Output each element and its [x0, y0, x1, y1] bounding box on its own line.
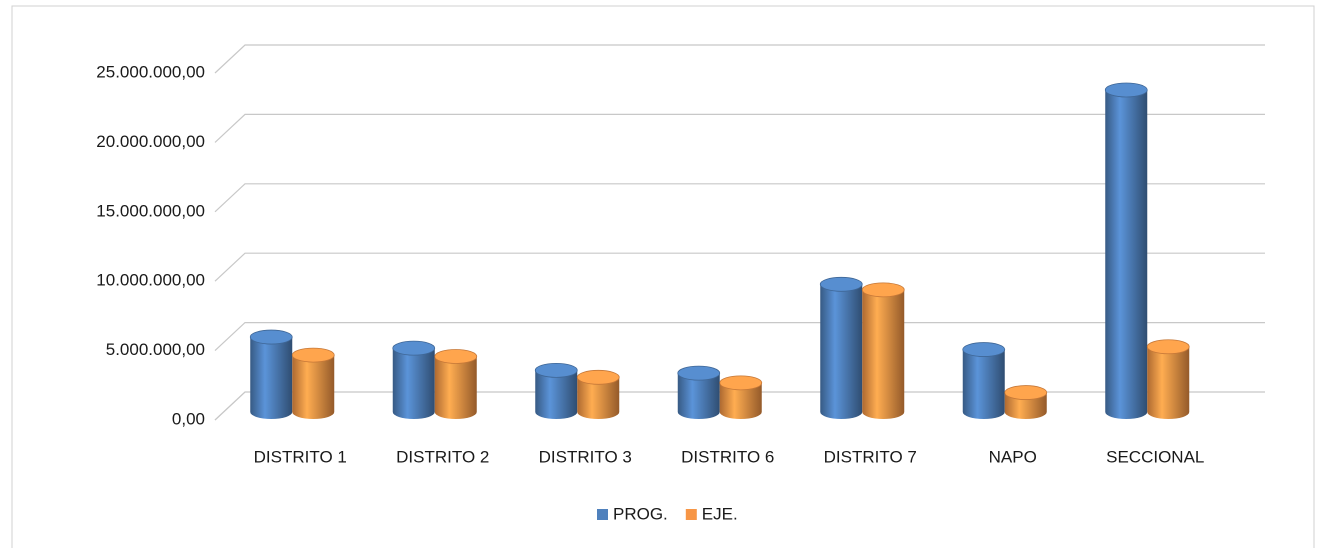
bar-body — [820, 284, 863, 420]
bar — [861, 282, 905, 420]
bar-top — [576, 369, 620, 385]
grid-line — [214, 113, 1265, 143]
x-tick-label: DISTRITO 7 — [824, 447, 917, 466]
legend-label: EJE. — [702, 504, 738, 523]
x-tick-label: DISTRITO 6 — [681, 447, 774, 466]
bar — [434, 349, 478, 420]
axis-line — [214, 391, 246, 421]
y-tick-label: 15.000.000,00 — [96, 201, 205, 220]
y-tick-label: 10.000.000,00 — [96, 271, 205, 290]
bar-top — [1104, 82, 1148, 98]
grid-line — [214, 183, 1265, 213]
bar-top — [861, 282, 905, 298]
bar-top — [819, 276, 863, 292]
bar-body — [1147, 346, 1190, 420]
x-tick-label: DISTRITO 3 — [539, 447, 632, 466]
chart-border — [11, 5, 1315, 548]
bar — [719, 375, 763, 420]
bar-top — [719, 375, 763, 391]
x-tick-label: DISTRITO 2 — [396, 447, 489, 466]
grid-line — [214, 252, 1265, 282]
grid-line — [214, 322, 1265, 352]
bar-body — [535, 370, 578, 420]
bar-top — [392, 340, 436, 356]
bar-body — [292, 355, 335, 420]
bar-body — [577, 377, 620, 420]
legend-swatch — [597, 509, 608, 520]
bar-body — [962, 349, 1005, 420]
x-tick-label: DISTRITO 1 — [254, 447, 347, 466]
legend-swatch — [685, 509, 697, 520]
bar — [392, 340, 436, 420]
grid-line — [214, 44, 1265, 74]
bar — [677, 365, 721, 420]
bar — [1146, 339, 1190, 420]
bar-top — [1004, 385, 1048, 400]
bar-body — [719, 382, 762, 420]
bar-body — [250, 337, 293, 420]
bar-top — [434, 349, 478, 364]
y-tick-label: 0,00 — [172, 409, 205, 428]
y-tick-label: 5.000.000,00 — [106, 340, 205, 359]
bar-top — [677, 365, 721, 381]
x-tick-label: SECCIONAL — [1106, 447, 1204, 466]
bar-top — [291, 347, 335, 363]
bar — [249, 329, 293, 420]
legend-label: PROG. — [613, 504, 668, 523]
bar — [962, 342, 1006, 420]
bar-body — [1004, 392, 1047, 420]
bar-top — [962, 342, 1006, 357]
bar — [1004, 385, 1048, 420]
bar-body — [434, 356, 477, 420]
bar — [534, 362, 578, 420]
bar-top — [249, 329, 293, 345]
bar — [1104, 82, 1148, 420]
bar — [819, 276, 863, 420]
bar — [291, 347, 335, 420]
bar-body — [677, 373, 720, 420]
x-tick-label: NAPO — [989, 447, 1037, 466]
y-tick-label: 20.000.000,00 — [96, 132, 205, 151]
bar-body — [392, 348, 435, 420]
bar-body — [1105, 89, 1148, 420]
y-tick-label: 25.000.000,00 — [96, 62, 205, 81]
bar-top — [1146, 339, 1190, 355]
bar-body — [862, 289, 905, 420]
bar — [576, 369, 620, 420]
bar-top — [534, 362, 578, 378]
